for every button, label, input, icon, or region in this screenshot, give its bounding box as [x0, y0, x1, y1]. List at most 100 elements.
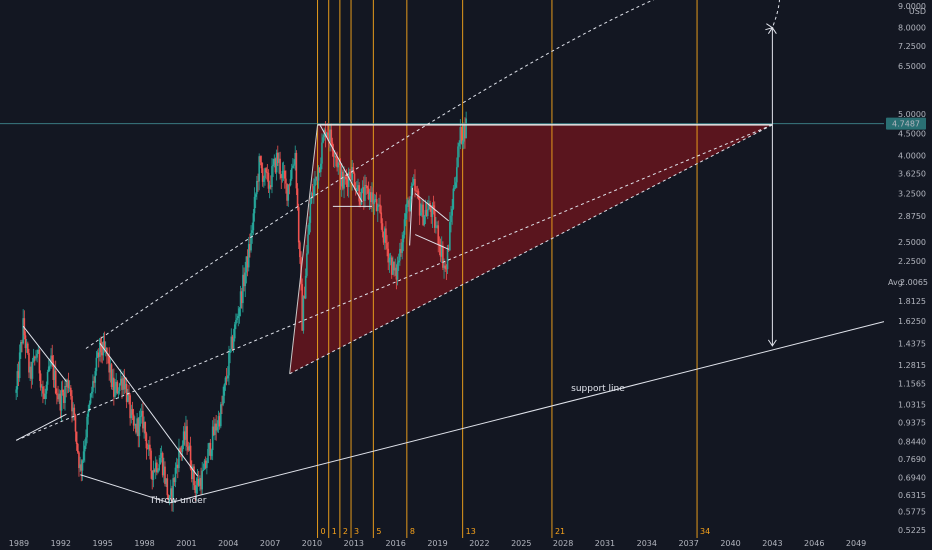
candle-body: [27, 343, 29, 354]
candle-body: [345, 177, 348, 180]
candle-body: [282, 170, 285, 172]
candle-body: [217, 416, 220, 427]
candle-body: [109, 364, 112, 373]
candle-body: [172, 478, 174, 501]
candle-body: [45, 384, 48, 394]
candle-body: [222, 395, 224, 405]
candle-body: [422, 204, 424, 226]
candle-body: [450, 215, 452, 223]
candle-body: [397, 260, 400, 263]
candle-body: [116, 381, 119, 394]
candle-body: [88, 403, 91, 411]
candle-body: [235, 320, 237, 325]
candle-body: [270, 185, 272, 187]
candle-body: [310, 193, 313, 204]
candle-body: [239, 291, 242, 309]
candle-body: [286, 183, 288, 201]
candle-body: [89, 393, 92, 404]
x-tick-label: 2022: [469, 539, 489, 548]
candle-body: [368, 192, 371, 200]
candle-body: [357, 185, 359, 190]
candle-body: [216, 426, 219, 431]
candle-body: [161, 453, 164, 476]
candle-body: [430, 209, 433, 217]
x-tick-label: 2031: [595, 539, 615, 548]
x-tick-label: 2046: [804, 539, 824, 548]
candle-body: [61, 389, 64, 393]
candle-body: [278, 158, 280, 163]
y-tick-label: 2.2500: [898, 257, 926, 266]
candle-body: [79, 464, 81, 469]
candle-body: [78, 452, 80, 469]
candle-body: [180, 451, 183, 452]
candle-body: [63, 392, 65, 403]
candle-body: [121, 378, 123, 390]
candle-body: [237, 316, 240, 319]
avg-marker-bg: [889, 276, 932, 289]
candle-body: [30, 366, 33, 379]
y-tick-label: 9.0000: [898, 2, 926, 11]
candle-body: [407, 200, 409, 204]
candle-body: [170, 488, 172, 496]
candle-body: [361, 187, 364, 189]
candle-body: [387, 248, 390, 263]
candle-body: [75, 431, 78, 445]
x-tick-label: 2040: [720, 539, 740, 548]
y-tick-label: 5.0000: [898, 110, 926, 119]
candle-body: [264, 168, 266, 178]
candle-body: [188, 445, 191, 451]
candle-body: [58, 393, 61, 400]
candle-body: [175, 464, 178, 468]
candle-body: [167, 495, 170, 500]
candle-body: [204, 460, 207, 468]
candle-body: [346, 179, 349, 188]
candle-body: [174, 467, 177, 483]
candle-body: [265, 168, 267, 173]
candle-body: [343, 176, 345, 189]
candle-body: [111, 377, 114, 388]
candle-body: [224, 377, 227, 385]
candle-body: [410, 185, 413, 199]
candle-body: [200, 478, 202, 490]
plot-area[interactable]: 0 1 2 3 5 8 13 21 34 Throw under support line: [0, 0, 885, 538]
candle-body: [287, 184, 290, 201]
candle-body: [311, 193, 314, 197]
candle-body: [18, 352, 21, 379]
candle-body: [268, 185, 271, 189]
candle-body: [393, 261, 395, 271]
candle-body: [135, 423, 137, 433]
candle-body: [353, 173, 356, 188]
candle-body: [321, 142, 323, 164]
candle-body: [94, 371, 97, 383]
y-tick-label: 0.5775: [898, 507, 926, 516]
candle-body: [23, 318, 26, 336]
candle-body: [60, 389, 63, 411]
candle-body: [246, 256, 249, 268]
candle-body: [457, 146, 459, 168]
candle-body: [221, 404, 223, 406]
candle-body: [439, 245, 442, 257]
candle-body: [210, 450, 213, 457]
candle-body: [56, 393, 58, 396]
candle-body: [320, 163, 322, 173]
candle-body: [247, 244, 250, 268]
candle-body: [154, 462, 157, 472]
candle-body: [390, 257, 393, 275]
candle-body: [309, 203, 312, 223]
candle-body: [132, 414, 135, 426]
y-tick-label: 1.6250: [898, 317, 926, 326]
avg-marker-label: Avg: [888, 278, 903, 287]
candle-body: [350, 176, 352, 181]
fib-time-zone-label: 5: [376, 527, 381, 536]
candle-body: [165, 478, 167, 484]
candle-body: [226, 375, 229, 379]
candle-body: [138, 417, 141, 437]
candle-body: [324, 129, 327, 137]
candle-body: [72, 407, 74, 412]
candle-body: [73, 407, 76, 416]
candle-body: [456, 167, 458, 183]
annotation-label: support line: [571, 384, 625, 394]
fib-time-zone-label: 0: [321, 527, 326, 536]
candle-body: [128, 393, 130, 396]
